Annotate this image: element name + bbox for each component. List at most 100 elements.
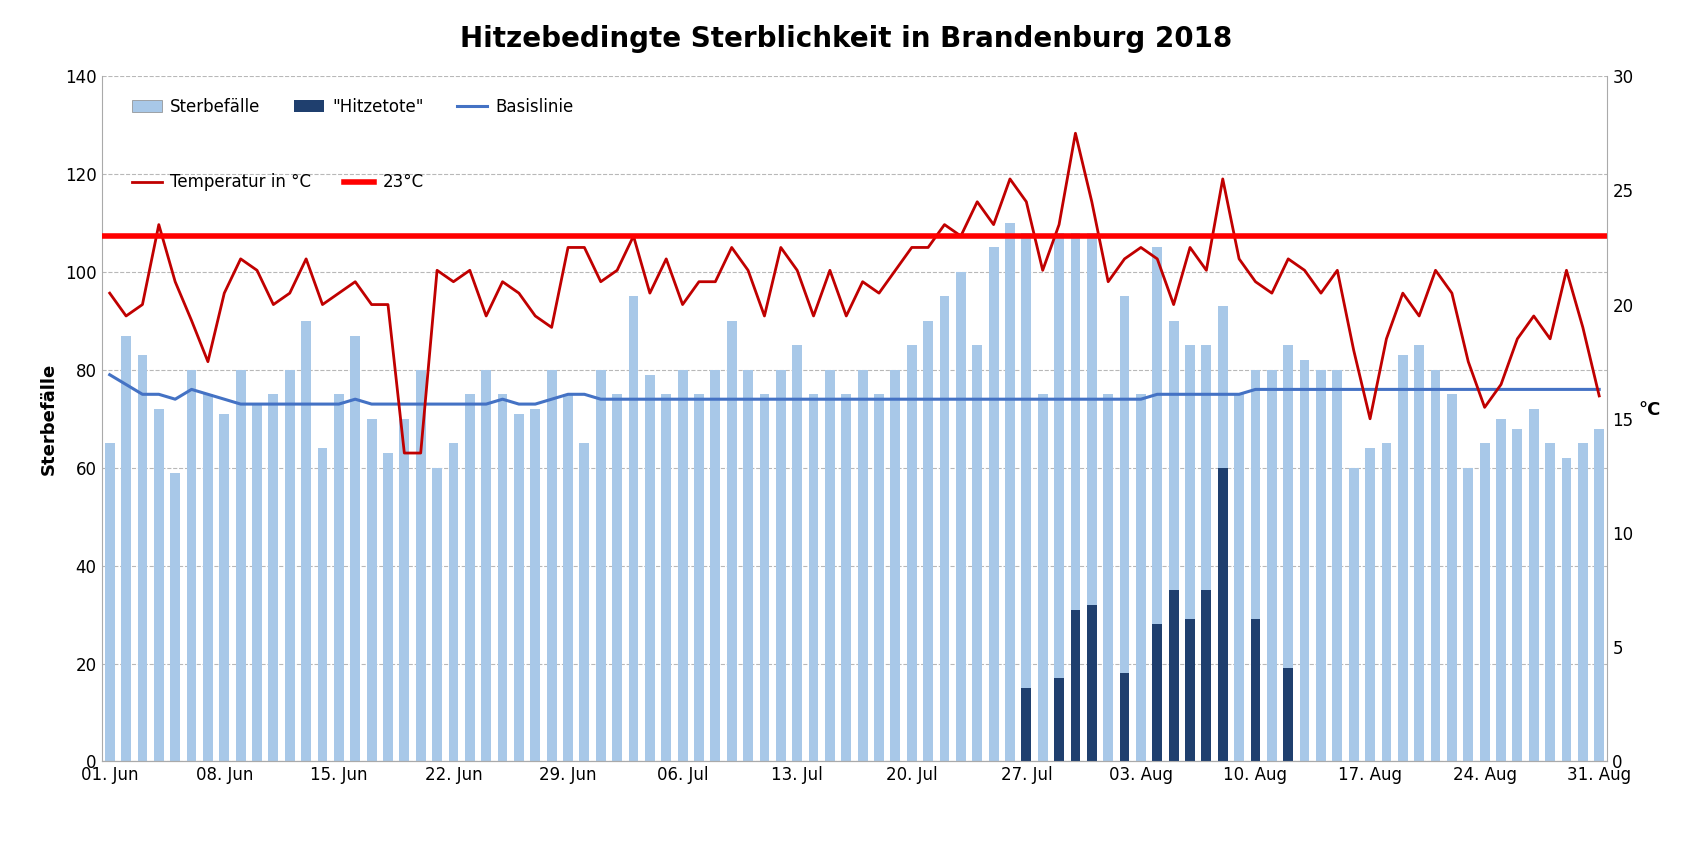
Bar: [186, 370, 196, 761]
Temperatur in °C: [1000, 174, 1020, 184]
Bar: [645, 375, 655, 761]
Bar: [629, 296, 638, 761]
Bar: [1218, 306, 1228, 761]
Basislinie: [1213, 389, 1233, 399]
Basislinie: [1000, 394, 1020, 404]
23°C: [117, 231, 137, 241]
Bar: [907, 345, 917, 761]
Temperatur in °C: [100, 288, 120, 299]
Bar: [171, 473, 179, 761]
Bar: [431, 468, 442, 761]
Bar: [988, 248, 998, 761]
Bar: [1381, 443, 1391, 761]
Basislinie: [1311, 384, 1332, 394]
Basislinie: [1589, 384, 1609, 394]
Bar: [579, 443, 589, 761]
Bar: [301, 321, 311, 761]
Bar: [1562, 458, 1572, 761]
Bar: [465, 394, 475, 761]
Bar: [1349, 468, 1359, 761]
Bar: [711, 370, 721, 761]
Bar: [399, 419, 409, 761]
Bar: [1022, 233, 1030, 761]
Bar: [563, 394, 574, 761]
Bar: [1447, 394, 1457, 761]
Bar: [220, 414, 228, 761]
Temperatur in °C: [1376, 333, 1396, 343]
Bar: [596, 370, 606, 761]
Bar: [1169, 321, 1179, 761]
Legend: Temperatur in °C, 23°C: Temperatur in °C, 23°C: [125, 167, 430, 198]
Bar: [1201, 345, 1211, 761]
Bar: [613, 394, 623, 761]
Bar: [1250, 619, 1261, 761]
Basislinie: [100, 370, 120, 380]
Bar: [252, 404, 262, 761]
Temperatur in °C: [1294, 266, 1315, 276]
Bar: [1184, 345, 1195, 761]
Bar: [1071, 233, 1079, 761]
Bar: [448, 443, 459, 761]
Bar: [154, 409, 164, 761]
Bar: [826, 370, 834, 761]
Bar: [1201, 591, 1211, 761]
Bar: [662, 394, 672, 761]
Bar: [1267, 370, 1277, 761]
Temperatur in °C: [1327, 266, 1347, 276]
Bar: [1103, 394, 1113, 761]
Bar: [1513, 429, 1523, 761]
Basislinie: [1360, 384, 1381, 394]
Bar: [1037, 394, 1047, 761]
Bar: [1135, 394, 1145, 761]
Basislinie: [1277, 384, 1298, 394]
Bar: [1283, 668, 1293, 761]
Bar: [1415, 345, 1425, 761]
Bar: [1480, 443, 1489, 761]
Bar: [858, 370, 868, 761]
Temperatur in °C: [1311, 288, 1332, 299]
Temperatur in °C: [1066, 129, 1086, 139]
Bar: [939, 296, 949, 761]
Bar: [1086, 605, 1096, 761]
Bar: [105, 443, 115, 761]
Bar: [1005, 223, 1015, 761]
Bar: [809, 394, 819, 761]
Y-axis label: °C: °C: [1640, 401, 1662, 419]
Bar: [1071, 610, 1079, 761]
Bar: [1054, 678, 1064, 761]
Bar: [1283, 345, 1293, 761]
Bar: [1398, 355, 1408, 761]
Bar: [530, 409, 540, 761]
Bar: [678, 370, 687, 761]
Text: Hitzebedingte Sterblichkeit in Brandenburg 2018: Hitzebedingte Sterblichkeit in Brandenbu…: [460, 25, 1232, 53]
Bar: [890, 370, 900, 761]
Bar: [1169, 591, 1179, 761]
Bar: [416, 370, 426, 761]
Bar: [1530, 409, 1538, 761]
Bar: [1120, 296, 1130, 761]
Bar: [318, 448, 327, 761]
Line: Temperatur in °C: Temperatur in °C: [110, 134, 1599, 453]
Bar: [1464, 468, 1474, 761]
Bar: [514, 414, 525, 761]
Bar: [1152, 248, 1162, 761]
Basislinie: [230, 399, 250, 409]
Bar: [1316, 370, 1327, 761]
Bar: [1218, 468, 1228, 761]
Temperatur in °C: [1228, 254, 1249, 264]
Bar: [760, 394, 770, 761]
Bar: [333, 394, 343, 761]
Bar: [1184, 619, 1195, 761]
Temperatur in °C: [1589, 391, 1609, 401]
Y-axis label: Sterbefälle: Sterbefälle: [41, 363, 58, 475]
Bar: [743, 370, 753, 761]
Bar: [1545, 443, 1555, 761]
Bar: [350, 336, 360, 761]
Bar: [728, 321, 736, 761]
Bar: [284, 370, 294, 761]
Basislinie: [1294, 384, 1315, 394]
Bar: [367, 419, 377, 761]
Bar: [122, 336, 130, 761]
Bar: [1579, 443, 1587, 761]
Bar: [1431, 370, 1440, 761]
